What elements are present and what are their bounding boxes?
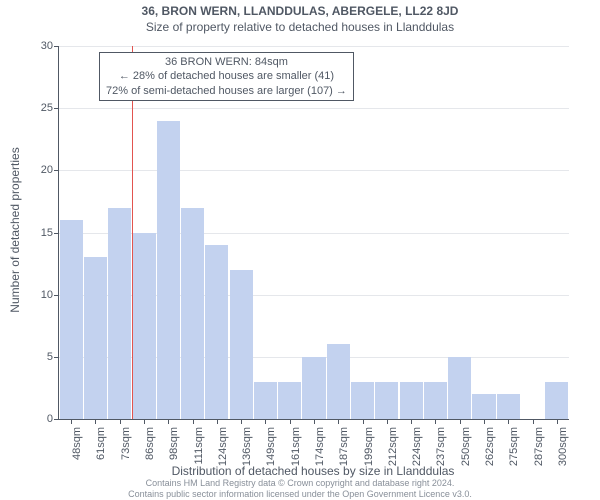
bar bbox=[424, 382, 447, 419]
bar bbox=[108, 208, 131, 419]
gridline bbox=[59, 170, 569, 171]
xtick-mark bbox=[217, 419, 218, 424]
bar bbox=[205, 245, 228, 419]
attribution-footer: Contains HM Land Registry data © Crown c… bbox=[0, 478, 600, 499]
footer-line-1: Contains HM Land Registry data © Crown c… bbox=[0, 478, 600, 488]
ytick-label: 15 bbox=[41, 227, 59, 239]
xtick-mark bbox=[95, 419, 96, 424]
bar bbox=[327, 344, 350, 419]
ytick-label: 5 bbox=[47, 351, 59, 363]
xtick-label: 136sqm bbox=[241, 427, 253, 466]
gridline bbox=[59, 108, 569, 109]
info-line-3: 72% of semi-detached houses are larger (… bbox=[106, 84, 347, 98]
info-line-2: ← 28% of detached houses are smaller (41… bbox=[106, 69, 347, 83]
ytick-label: 25 bbox=[41, 102, 59, 114]
ytick-label: 0 bbox=[47, 413, 59, 425]
gridline bbox=[59, 46, 569, 47]
xtick-mark bbox=[241, 419, 242, 424]
chart-subtitle: Size of property relative to detached ho… bbox=[0, 18, 600, 34]
bar bbox=[472, 394, 495, 419]
xtick-mark bbox=[168, 419, 169, 424]
bar bbox=[351, 382, 374, 419]
bar bbox=[278, 382, 301, 419]
xtick-label: 237sqm bbox=[435, 427, 447, 466]
ytick-label: 20 bbox=[41, 164, 59, 176]
xtick-mark bbox=[363, 419, 364, 424]
xtick-label: 73sqm bbox=[120, 427, 132, 460]
xtick-label: 250sqm bbox=[460, 427, 472, 466]
info-line-1: 36 BRON WERN: 84sqm bbox=[106, 55, 347, 69]
xtick-label: 224sqm bbox=[411, 427, 423, 466]
xtick-label: 300sqm bbox=[557, 427, 569, 466]
xtick-mark bbox=[387, 419, 388, 424]
xtick-label: 199sqm bbox=[363, 427, 375, 466]
xtick-label: 187sqm bbox=[338, 427, 350, 466]
reference-line bbox=[132, 46, 133, 419]
xtick-mark bbox=[290, 419, 291, 424]
plot-area: 05101520253048sqm61sqm73sqm86sqm98sqm111… bbox=[58, 46, 569, 420]
xtick-label: 275sqm bbox=[508, 427, 520, 466]
bar bbox=[181, 208, 204, 419]
bar bbox=[254, 382, 277, 419]
xtick-mark bbox=[533, 419, 534, 424]
xtick-label: 212sqm bbox=[387, 427, 399, 466]
bar bbox=[84, 257, 107, 419]
x-axis-label: Distribution of detached houses by size … bbox=[58, 464, 568, 478]
xtick-mark bbox=[144, 419, 145, 424]
bar bbox=[497, 394, 520, 419]
xtick-mark bbox=[338, 419, 339, 424]
xtick-label: 111sqm bbox=[193, 427, 205, 465]
bar bbox=[400, 382, 423, 419]
bar bbox=[60, 220, 83, 419]
xtick-mark bbox=[508, 419, 509, 424]
xtick-mark bbox=[120, 419, 121, 424]
chart-container: 36, BRON WERN, LLANDDULAS, ABERGELE, LL2… bbox=[0, 0, 600, 500]
y-axis-label: Number of detached properties bbox=[8, 147, 22, 312]
xtick-label: 98sqm bbox=[168, 427, 180, 460]
bar bbox=[132, 233, 155, 420]
ytick-label: 10 bbox=[41, 289, 59, 301]
xtick-label: 287sqm bbox=[533, 427, 545, 466]
bar bbox=[545, 382, 568, 419]
xtick-label: 124sqm bbox=[217, 427, 229, 466]
xtick-label: 161sqm bbox=[290, 427, 302, 466]
info-box: 36 BRON WERN: 84sqm ← 28% of detached ho… bbox=[99, 52, 354, 101]
chart-title: 36, BRON WERN, LLANDDULAS, ABERGELE, LL2… bbox=[0, 0, 600, 18]
xtick-mark bbox=[411, 419, 412, 424]
xtick-label: 48sqm bbox=[71, 427, 83, 460]
bar bbox=[375, 382, 398, 419]
xtick-label: 149sqm bbox=[265, 427, 277, 466]
footer-line-2: Contains public sector information licen… bbox=[0, 489, 600, 499]
xtick-label: 61sqm bbox=[95, 427, 107, 460]
xtick-mark bbox=[557, 419, 558, 424]
bar bbox=[230, 270, 253, 419]
xtick-mark bbox=[265, 419, 266, 424]
xtick-mark bbox=[484, 419, 485, 424]
xtick-mark bbox=[71, 419, 72, 424]
xtick-mark bbox=[193, 419, 194, 424]
bar bbox=[448, 357, 471, 419]
xtick-mark bbox=[435, 419, 436, 424]
xtick-mark bbox=[460, 419, 461, 424]
xtick-label: 262sqm bbox=[484, 427, 496, 466]
xtick-label: 86sqm bbox=[144, 427, 156, 460]
xtick-label: 174sqm bbox=[314, 427, 326, 466]
ytick-label: 30 bbox=[41, 40, 59, 52]
bar bbox=[302, 357, 325, 419]
xtick-mark bbox=[314, 419, 315, 424]
bar bbox=[157, 121, 180, 419]
